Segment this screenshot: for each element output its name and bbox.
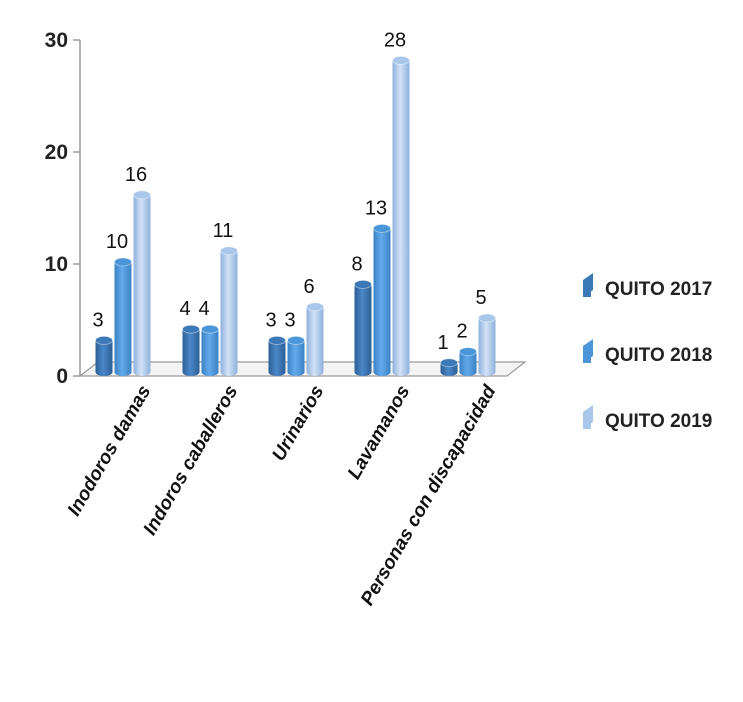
bar-cap bbox=[459, 347, 477, 357]
data-label: 2 bbox=[456, 321, 467, 343]
bar bbox=[133, 190, 151, 376]
bar-body bbox=[306, 306, 324, 372]
y-tick-label: 0 bbox=[56, 365, 68, 388]
bar-base bbox=[287, 368, 305, 376]
bar-body bbox=[459, 351, 477, 372]
bar-base bbox=[95, 368, 113, 376]
y-tick-label: 20 bbox=[45, 141, 68, 164]
bar-body bbox=[392, 60, 410, 373]
bar-cap bbox=[268, 335, 286, 345]
data-label: 16 bbox=[125, 164, 147, 186]
bar-body bbox=[440, 362, 458, 372]
data-label: 4 bbox=[198, 298, 209, 320]
bar-body bbox=[133, 194, 151, 372]
bar-cap bbox=[95, 335, 113, 345]
data-label: 8 bbox=[351, 253, 362, 275]
legend-label: QUITO 2018 bbox=[605, 345, 712, 366]
bar-cap bbox=[373, 223, 391, 233]
legend-swatch-face bbox=[583, 412, 591, 429]
bar-cap bbox=[201, 324, 219, 334]
legend-item: QUITO 2018 bbox=[583, 339, 712, 366]
data-label: 4 bbox=[179, 298, 190, 320]
bar-body bbox=[287, 340, 305, 372]
bar-cap bbox=[220, 246, 238, 256]
bar bbox=[220, 246, 238, 376]
legend-label: QUITO 2017 bbox=[605, 279, 712, 300]
legend-swatch-face bbox=[583, 346, 591, 363]
bar-base bbox=[478, 368, 496, 376]
bar-base bbox=[220, 368, 238, 376]
bar bbox=[354, 279, 372, 376]
bar-body bbox=[95, 340, 113, 372]
bar-base bbox=[354, 368, 372, 376]
category-label: Inodoros damas bbox=[64, 382, 156, 520]
bar bbox=[459, 347, 477, 376]
bar bbox=[114, 257, 132, 376]
bars bbox=[95, 56, 496, 376]
bar bbox=[182, 324, 200, 376]
bar-body bbox=[182, 329, 200, 372]
category-label: Indoros caballeros bbox=[140, 382, 243, 539]
bar-base bbox=[201, 368, 219, 376]
bar-base bbox=[373, 368, 391, 376]
bar-body bbox=[373, 228, 391, 372]
legend-swatch-face bbox=[583, 280, 591, 297]
y-tick-label: 30 bbox=[45, 29, 68, 52]
bar bbox=[268, 335, 286, 376]
legend-item: QUITO 2019 bbox=[583, 405, 712, 432]
category-label: Urinarios bbox=[268, 382, 328, 465]
bar bbox=[373, 223, 391, 376]
bar-cap bbox=[392, 56, 410, 65]
bar-base bbox=[114, 368, 132, 376]
bar-cap bbox=[478, 313, 496, 323]
bar-body bbox=[478, 318, 496, 372]
bar bbox=[95, 335, 113, 376]
bar-body bbox=[201, 329, 219, 372]
bar-cap bbox=[306, 302, 324, 312]
bar bbox=[287, 335, 305, 376]
category-label: Lavamanos bbox=[344, 382, 414, 483]
bar-base bbox=[182, 368, 200, 376]
legend: QUITO 2017 QUITO 2018 QUITO 2019 bbox=[583, 273, 712, 432]
bar-cap bbox=[133, 190, 151, 200]
legend-item: QUITO 2017 bbox=[583, 273, 712, 300]
data-label: 3 bbox=[284, 309, 295, 331]
bar bbox=[478, 313, 496, 376]
bar-cap bbox=[287, 335, 305, 345]
data-label: 28 bbox=[384, 29, 406, 51]
bar bbox=[306, 302, 324, 376]
data-label: 13 bbox=[365, 197, 387, 219]
legend-label: QUITO 2019 bbox=[605, 411, 712, 432]
bar bbox=[440, 358, 458, 376]
bar bbox=[392, 56, 410, 376]
bar-base bbox=[306, 368, 324, 376]
bar-body bbox=[354, 284, 372, 372]
bar-cap bbox=[182, 324, 200, 334]
bar-body bbox=[114, 262, 132, 372]
bar-body bbox=[220, 250, 238, 372]
data-label: 6 bbox=[303, 276, 314, 298]
bar-body bbox=[268, 340, 286, 372]
bar-cap bbox=[354, 279, 372, 289]
data-label: 3 bbox=[92, 309, 103, 331]
bar-cap bbox=[114, 257, 132, 267]
data-label: 11 bbox=[213, 220, 234, 242]
bar-base bbox=[440, 368, 458, 376]
data-label: 3 bbox=[265, 309, 276, 331]
bar bbox=[201, 324, 219, 376]
bar-cap bbox=[440, 358, 458, 368]
data-label: 5 bbox=[475, 287, 486, 309]
bar-base bbox=[392, 368, 410, 376]
bar-base bbox=[133, 368, 151, 376]
data-label: 1 bbox=[437, 332, 448, 354]
y-axis: 0 10 20 30 bbox=[45, 29, 81, 388]
data-label: 10 bbox=[106, 231, 128, 253]
bar-base bbox=[459, 368, 477, 376]
bar-base bbox=[268, 368, 286, 376]
y-tick-label: 10 bbox=[45, 253, 68, 276]
